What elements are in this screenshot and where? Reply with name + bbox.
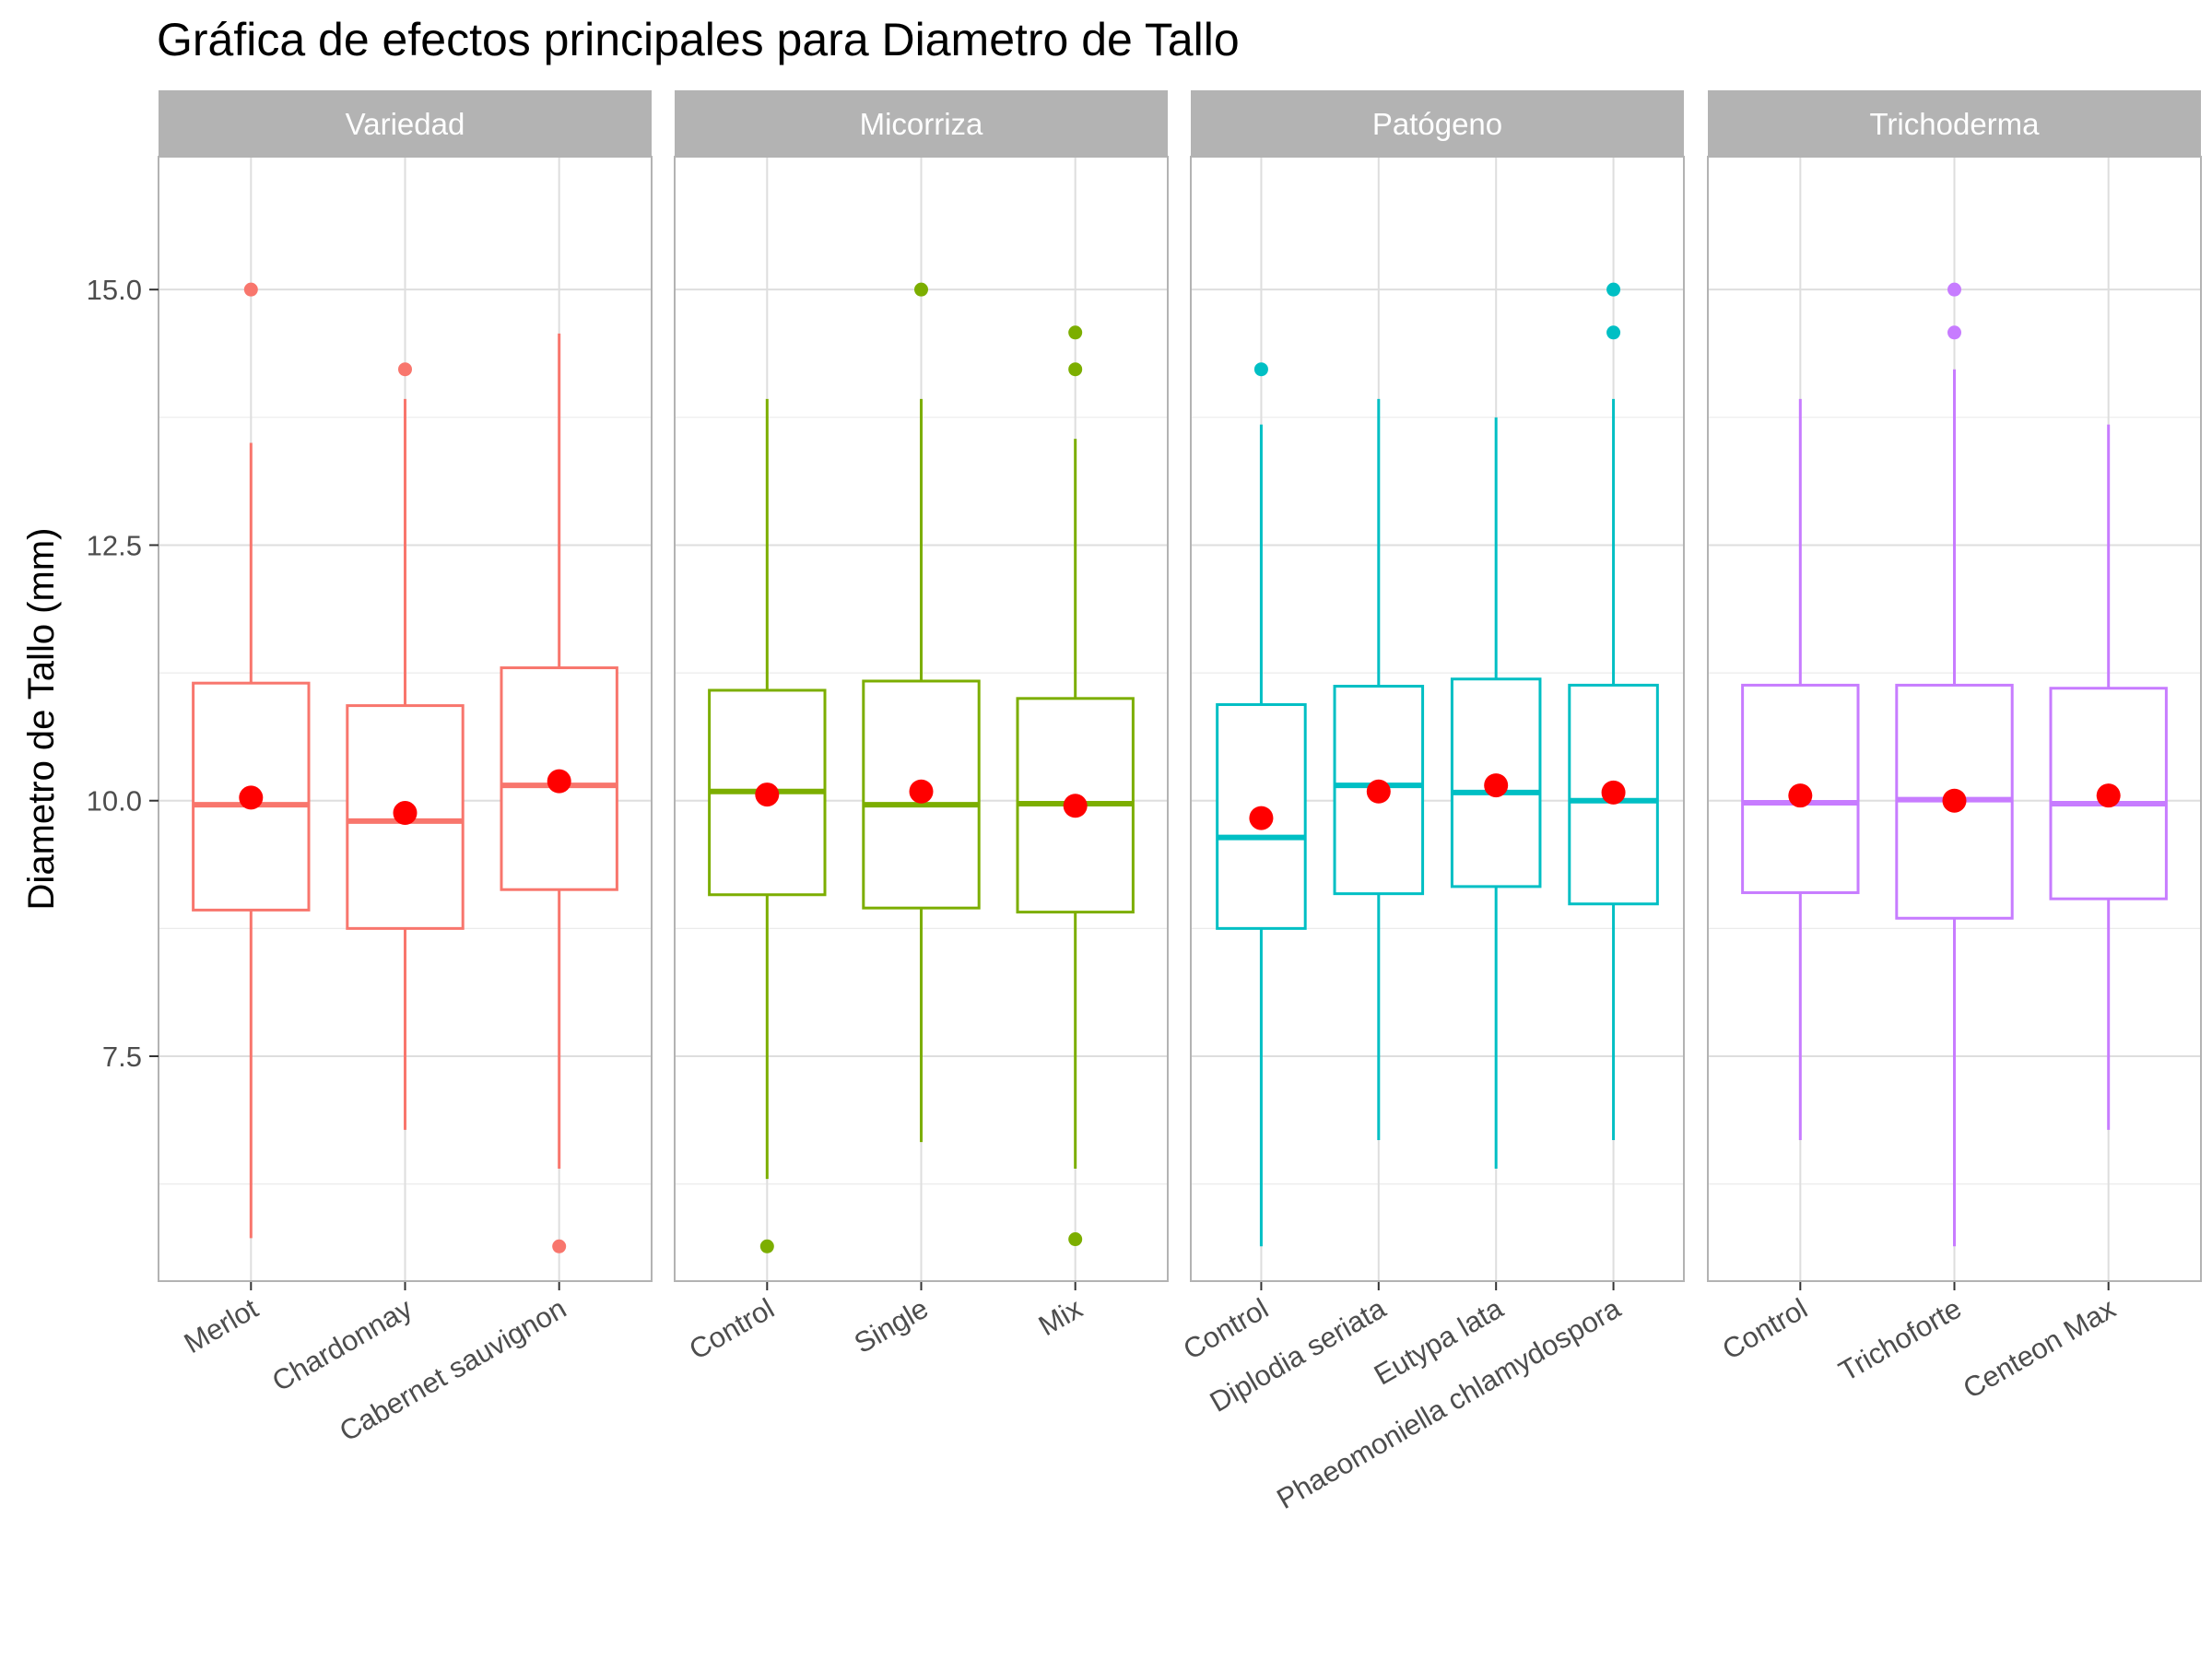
x-tick-label: Control [1178, 1292, 1274, 1366]
outlier-point [1068, 362, 1083, 377]
box-2 [1016, 325, 1135, 1247]
strip-label: Micorriza [860, 107, 983, 141]
mean-point [239, 785, 264, 810]
box-1 [862, 282, 981, 1143]
y-axis-label: Diametro de Tallo (mm) [21, 528, 62, 911]
x-tick-label: Trichoforte [1833, 1292, 1967, 1388]
outlier-point [1068, 1232, 1083, 1247]
outlier-point [552, 1239, 567, 1253]
panel-border [158, 156, 653, 1282]
strip-label: Trichoderma [1870, 107, 2041, 141]
strip-label: Patógeno [1372, 107, 1502, 141]
outlier-point [1947, 282, 1961, 297]
mean-point [2096, 783, 2121, 808]
outlier-point [1947, 325, 1961, 340]
y-axis: 7.5 10.0 12.5 15.0 [87, 274, 159, 1073]
box-0 [192, 282, 311, 1239]
outlier-point [1068, 325, 1083, 340]
mean-point [547, 769, 571, 794]
outlier-point [1606, 282, 1621, 297]
box-body [1568, 683, 1659, 906]
mean-point [909, 779, 934, 804]
panel-border [1190, 156, 1685, 1282]
x-tick-label: Control [684, 1292, 780, 1366]
x-tick-label: Mix [1033, 1292, 1088, 1343]
x-tick-label: Chardonnay [266, 1292, 418, 1398]
box-2 [2049, 424, 2168, 1130]
box-0 [1741, 398, 1860, 1140]
y-tick-label: 7.5 [102, 1041, 142, 1073]
outlier-point [914, 282, 928, 297]
x-tick-label: Single [849, 1292, 934, 1359]
facet-1: Micorriza Control Single Mix [674, 90, 1169, 1366]
chart-title: Gráfica de efectos principales para Diam… [157, 14, 1240, 65]
outlier-point [398, 362, 412, 377]
box-0 [708, 398, 827, 1253]
strip-0 [159, 90, 652, 157]
box-1 [346, 362, 465, 1130]
strip-2 [1191, 90, 1684, 157]
y-tick-label: 12.5 [87, 529, 142, 561]
mean-point [1249, 806, 1274, 830]
mean-point [1601, 780, 1626, 805]
mean-point [1063, 794, 1088, 818]
box-1 [1895, 282, 2014, 1247]
box-0 [1216, 362, 1307, 1247]
strip-label: Variedad [346, 107, 465, 141]
mean-point [1942, 788, 1967, 813]
y-tick-label: 15.0 [87, 274, 142, 306]
y-tick-label: 10.0 [87, 785, 142, 818]
panel-border [674, 156, 1169, 1282]
mean-point [393, 801, 418, 826]
outlier-point [1606, 325, 1621, 340]
mean-point [1788, 783, 1813, 808]
outlier-point [1253, 362, 1268, 377]
strip-1 [675, 90, 1168, 157]
box-1 [1333, 398, 1425, 1140]
box-body [1216, 702, 1307, 930]
mean-point [755, 782, 780, 807]
outlier-point [759, 1239, 774, 1253]
x-tick-label: Merlot [179, 1292, 264, 1360]
box-3 [1568, 282, 1659, 1140]
box-2 [500, 333, 618, 1253]
box-2 [1450, 417, 1542, 1169]
mean-point [1484, 773, 1509, 798]
panel-border [1707, 156, 2202, 1282]
mean-point [1366, 779, 1391, 804]
outlier-point [243, 282, 258, 297]
x-tick-label: Centeon Max [1958, 1292, 2122, 1406]
strip-3 [1708, 90, 2201, 157]
x-tick-label: Control [1717, 1292, 1813, 1366]
